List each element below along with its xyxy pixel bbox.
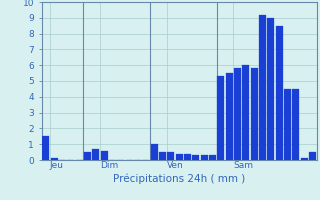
Bar [234, 68, 241, 160]
Bar [192, 155, 199, 160]
Bar [217, 76, 224, 160]
Bar [268, 18, 275, 160]
Bar [167, 152, 174, 160]
Bar [259, 15, 266, 160]
Bar [292, 89, 300, 160]
X-axis label: Précipitations 24h ( mm ): Précipitations 24h ( mm ) [113, 173, 245, 184]
Bar [242, 65, 250, 160]
Bar [176, 154, 183, 160]
Bar [209, 155, 216, 160]
Bar [84, 152, 91, 160]
Bar [276, 26, 283, 160]
Bar [151, 144, 158, 160]
Bar [251, 68, 258, 160]
Bar [309, 152, 316, 160]
Bar [92, 149, 99, 160]
Bar [201, 155, 208, 160]
Bar [284, 89, 291, 160]
Bar [301, 158, 308, 160]
Bar [226, 73, 233, 160]
Bar [184, 154, 191, 160]
Bar [159, 152, 166, 160]
Bar [51, 158, 58, 160]
Bar [42, 136, 49, 160]
Bar [100, 151, 108, 160]
